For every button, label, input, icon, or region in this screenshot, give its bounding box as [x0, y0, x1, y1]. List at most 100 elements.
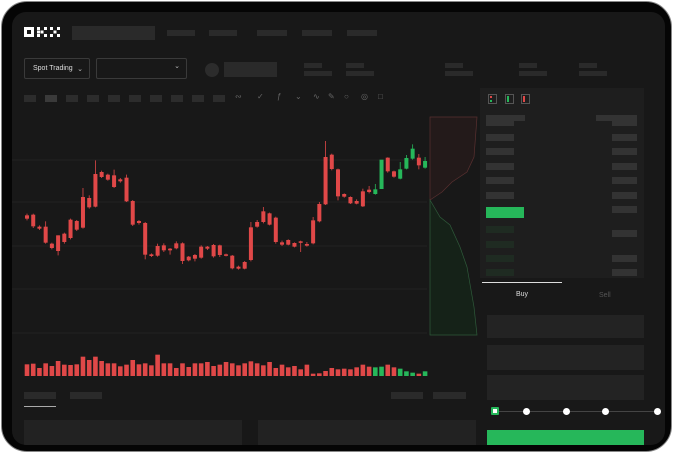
price-input[interactable] — [487, 315, 644, 338]
search-bar[interactable] — [72, 26, 155, 40]
stat-value — [519, 71, 547, 76]
candle — [74, 221, 79, 230]
candle — [56, 235, 61, 251]
orderbook-price[interactable] — [486, 177, 514, 184]
last-price — [486, 207, 524, 218]
candle — [130, 201, 135, 225]
tab-order-history[interactable] — [70, 392, 102, 399]
slider-step-75[interactable] — [602, 408, 609, 415]
candle — [373, 189, 378, 194]
interval-button[interactable] — [213, 95, 225, 102]
chart-type-icon[interactable]: ∾ — [235, 92, 242, 101]
volume-bar — [292, 366, 297, 376]
nav-item[interactable] — [167, 30, 195, 36]
candle — [25, 215, 29, 219]
orderbook-price[interactable] — [486, 226, 514, 233]
orderbook-amount — [612, 119, 637, 126]
expand-icon[interactable]: □ — [378, 92, 383, 101]
volume-bar — [161, 363, 167, 376]
volume-bar — [93, 356, 98, 376]
orderbook-amount — [612, 134, 637, 141]
nav-item[interactable] — [257, 30, 287, 36]
amount-slider[interactable] — [491, 407, 661, 415]
chevron-down-icon: ⌄ — [77, 65, 83, 73]
amount-input[interactable] — [487, 345, 644, 370]
candle — [398, 169, 403, 179]
candle — [199, 246, 204, 258]
candle — [118, 179, 123, 182]
orderbook-price[interactable] — [486, 134, 514, 141]
interval-button[interactable] — [45, 95, 57, 102]
tab-sell[interactable]: Sell — [599, 292, 611, 299]
pair-price — [224, 62, 277, 77]
volume-bar — [341, 368, 347, 376]
orderbook-price[interactable] — [486, 163, 514, 170]
candle — [62, 233, 67, 242]
candle — [168, 248, 173, 251]
trading-mode-dropdown[interactable]: Spot Trading ⌄ — [24, 58, 90, 79]
slider-step-25[interactable] — [523, 408, 530, 415]
chevron-down-icon[interactable]: ⌄ — [295, 92, 302, 101]
total-input[interactable] — [487, 375, 644, 400]
nav-item[interactable] — [302, 30, 332, 36]
tab-open-orders[interactable] — [24, 392, 56, 399]
pencil-icon[interactable]: ✎ — [328, 92, 335, 101]
candle — [360, 191, 365, 207]
target-icon[interactable]: ◎ — [361, 92, 368, 101]
candle — [80, 197, 85, 228]
orderbook-price[interactable] — [486, 269, 514, 276]
volume-bar — [105, 363, 111, 376]
candle — [336, 169, 340, 197]
candle — [261, 211, 266, 222]
interval-button[interactable] — [66, 95, 78, 102]
fx-icon[interactable]: ƒ — [277, 92, 282, 101]
volume-bar — [118, 366, 123, 376]
volume-bar — [335, 369, 341, 376]
interval-button[interactable] — [150, 95, 162, 102]
interval-button[interactable] — [108, 95, 120, 102]
volume-bar — [43, 363, 48, 376]
candle — [230, 255, 235, 269]
volume-bar — [385, 364, 391, 376]
slider-step-100[interactable] — [654, 408, 661, 415]
orderbook-amount — [612, 269, 637, 276]
orderbook-price[interactable] — [486, 192, 514, 199]
indicator-icon[interactable]: ✓ — [257, 92, 264, 101]
volume-bar — [366, 366, 372, 376]
pair-selector-dropdown[interactable]: ⌄ — [96, 58, 187, 79]
lock-icon[interactable]: ○ — [344, 92, 349, 101]
candle — [298, 241, 303, 243]
volume-bar — [261, 365, 266, 376]
nav-item[interactable] — [347, 30, 377, 36]
tab-underline — [24, 406, 56, 407]
interval-button[interactable] — [24, 95, 36, 102]
candle — [280, 242, 285, 245]
interval-button[interactable] — [87, 95, 99, 102]
candle — [255, 222, 260, 227]
orderbook-price[interactable] — [486, 148, 514, 155]
candle — [155, 246, 160, 256]
slider-handle[interactable] — [491, 407, 499, 415]
buy-button[interactable] — [487, 430, 644, 445]
filter-button[interactable] — [433, 392, 466, 399]
interval-button[interactable] — [129, 95, 141, 102]
okx-logo[interactable] — [24, 26, 64, 39]
line-icon[interactable]: ∿ — [313, 92, 320, 101]
volume-bar — [62, 364, 67, 376]
orderbook-view-toggle[interactable] — [488, 94, 533, 104]
volume-bar — [111, 363, 117, 376]
orderbook-price[interactable] — [486, 119, 514, 126]
orderbook-price[interactable] — [486, 241, 514, 248]
volume-bar — [24, 364, 30, 376]
interval-button[interactable] — [171, 95, 183, 102]
slider-step-50[interactable] — [563, 408, 570, 415]
tab-buy[interactable]: Buy — [516, 291, 529, 298]
nav-item[interactable] — [209, 30, 237, 36]
candlestick-chart[interactable] — [12, 107, 482, 377]
filter-button[interactable] — [391, 392, 423, 399]
candle — [87, 198, 92, 208]
orderbook-price[interactable] — [486, 255, 514, 262]
volume-bar — [242, 363, 247, 376]
orderbook-amount — [612, 255, 637, 262]
interval-button[interactable] — [192, 95, 204, 102]
